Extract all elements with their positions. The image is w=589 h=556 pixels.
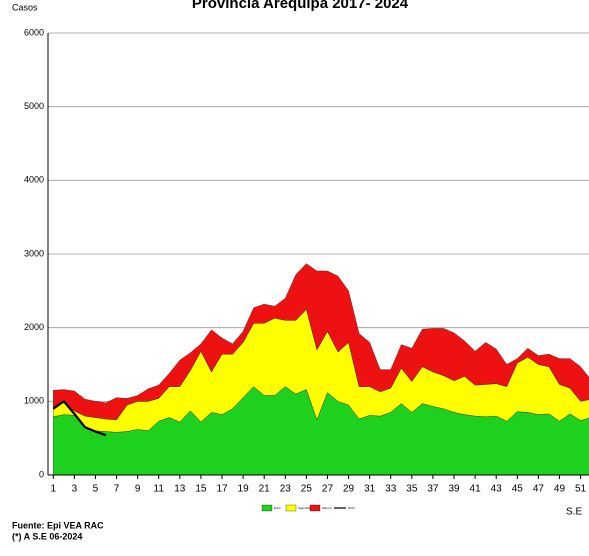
x-tick-label: 17 — [216, 484, 228, 495]
y-tick-label: 0 — [39, 469, 44, 479]
legend-label: Éxito — [274, 505, 281, 510]
x-tick-label: 45 — [512, 484, 524, 495]
legend-swatch — [285, 504, 297, 512]
x-tick-label: 27 — [322, 484, 334, 495]
x-tick-label: 35 — [406, 484, 418, 495]
legend-swatch — [261, 504, 273, 512]
x-tick-label: 37 — [427, 484, 439, 495]
x-tick-label: 5 — [93, 484, 99, 495]
x-tick-label: 1 — [50, 484, 56, 495]
x-tick-label: 19 — [238, 484, 250, 495]
y-tick-label: 1000 — [24, 396, 44, 406]
legend-label: Alarma — [322, 506, 332, 510]
legend-label: Seguridad — [298, 506, 312, 510]
x-tick-label: 49 — [554, 484, 566, 495]
x-tick-label: 13 — [174, 484, 186, 495]
x-tick-label: 21 — [259, 484, 271, 495]
x-tick-label: 15 — [195, 484, 207, 495]
x-tick-label: 3 — [72, 484, 78, 495]
y-tick-label: 2000 — [24, 322, 44, 332]
y-tick-label: 6000 — [24, 27, 44, 37]
y-axis-label: Casos — [12, 2, 38, 12]
x-tick-label: 51 — [575, 484, 587, 495]
x-tick-label: 41 — [470, 484, 482, 495]
x-tick-label: 9 — [135, 484, 141, 495]
x-tick-label: 23 — [280, 484, 292, 495]
y-tick-label: 3000 — [24, 248, 44, 258]
x-tick-label: 7 — [114, 484, 120, 495]
legend-swatch — [309, 504, 321, 512]
area-2 — [53, 263, 589, 420]
plot-area — [48, 32, 589, 476]
x-tick-label: 43 — [491, 484, 503, 495]
x-tick-label: 47 — [533, 484, 545, 495]
x-tick-label: 33 — [385, 484, 397, 495]
x-tick-label: 25 — [301, 484, 313, 495]
date-note: (*) A S.E 06-2024 — [12, 531, 82, 541]
legend-label: 2024 — [348, 506, 355, 510]
x-tick-label: 31 — [364, 484, 376, 495]
legend: Éxito Seguridad Alarma 2024 — [261, 504, 355, 512]
source-note: Fuente: Epi VEA RAC — [12, 520, 104, 530]
line-2024 — [52, 399, 107, 437]
x-tick-label: 11 — [154, 484, 165, 495]
y-tick-label: 5000 — [24, 101, 44, 111]
x-tick-label: 29 — [343, 484, 355, 495]
chart-title: Provincia Arequipa 2017- 2024 — [192, 0, 409, 12]
y-tick-label: 4000 — [24, 175, 44, 185]
x-axis-label: S.E — [566, 507, 582, 518]
x-tick-label: 39 — [448, 484, 460, 495]
